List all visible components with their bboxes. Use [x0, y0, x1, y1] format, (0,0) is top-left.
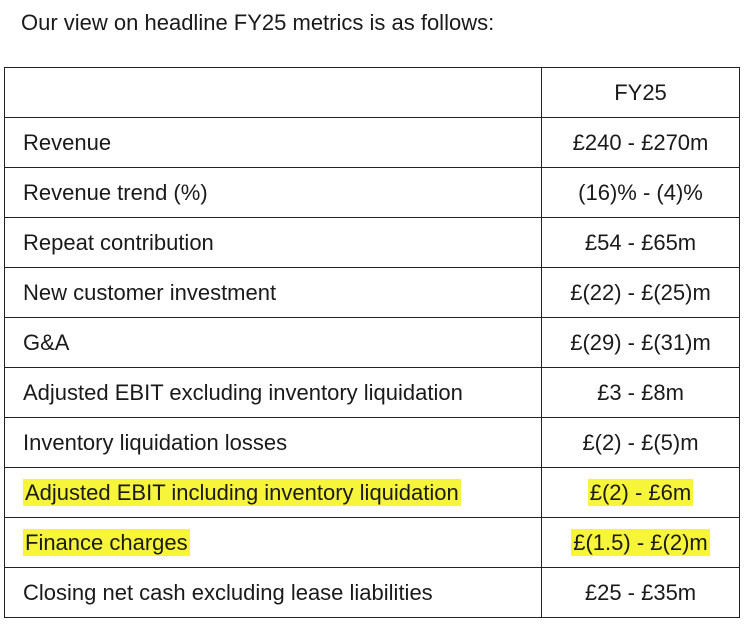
table-row: Finance charges £(1.5) - £(2)m: [4, 517, 740, 568]
metric-label-cell: Revenue trend (%): [4, 167, 542, 218]
table-row: G&A £(29) - £(31)m: [4, 317, 740, 368]
table-header-row: FY25: [4, 67, 740, 118]
metric-value: £25 - £35m: [584, 579, 697, 605]
metric-label-cell: Repeat contribution: [4, 217, 542, 268]
metric-label: New customer investment: [23, 279, 277, 305]
table-row: Adjusted EBIT excluding inventory liquid…: [4, 367, 740, 418]
metric-value: £(29) - £(31)m: [570, 329, 711, 355]
metric-value-cell: £(1.5) - £(2)m: [541, 517, 740, 568]
table-row: New customer investment £(22) - £(25)m: [4, 267, 740, 318]
metric-label: Adjusted EBIT excluding inventory liquid…: [23, 379, 463, 405]
table-row: Closing net cash excluding lease liabili…: [4, 567, 740, 618]
metrics-table-body: Revenue £240 - £270m Revenue trend (%) (16)…: [4, 117, 740, 618]
metric-value-cell: £25 - £35m: [541, 567, 740, 618]
metric-label: Revenue trend (%): [23, 179, 208, 205]
metric-value-cell: £(29) - £(31)m: [541, 317, 740, 368]
metric-value: £(2) - £6m: [587, 478, 694, 506]
metric-label: G&A: [23, 329, 70, 355]
metric-value-cell: £(2) - £6m: [541, 467, 740, 518]
table-row: Repeat contribution £54 - £65m: [4, 217, 740, 268]
metric-value-cell: £(22) - £(25)m: [541, 267, 740, 318]
metric-label: Adjusted EBIT including inventory liquid…: [23, 478, 461, 506]
metric-label: Repeat contribution: [23, 229, 214, 255]
table-row: Revenue £240 - £270m: [4, 117, 740, 168]
metric-label: Finance charges: [23, 528, 190, 556]
metric-label-cell: Adjusted EBIT including inventory liquid…: [4, 467, 542, 518]
metric-label: Inventory liquidation losses: [23, 429, 288, 455]
metric-value: £(22) - £(25)m: [570, 279, 711, 305]
metric-label: Revenue: [23, 129, 112, 155]
metric-label-cell: Finance charges: [4, 517, 542, 568]
header-fy25-cell: FY25: [541, 67, 740, 118]
metric-value: £(1.5) - £(2)m: [571, 528, 710, 556]
metric-value-cell: (16)% - (4)%: [541, 167, 740, 218]
metric-label: Closing net cash excluding lease liabili…: [23, 579, 433, 605]
table-row: Inventory liquidation losses £(2) - £(5)m: [4, 417, 740, 468]
metric-value-cell: £3 - £8m: [541, 367, 740, 418]
metric-label-cell: Adjusted EBIT excluding inventory liquid…: [4, 367, 542, 418]
table-row: Adjusted EBIT including inventory liquid…: [4, 467, 740, 518]
metric-label-cell: Closing net cash excluding lease liabili…: [4, 567, 542, 618]
metric-label-cell: Revenue: [4, 117, 542, 168]
intro-text: Our view on headline FY25 metrics is as …: [21, 10, 495, 35]
metric-label-cell: G&A: [4, 317, 542, 368]
metric-value: £54 - £65m: [584, 229, 697, 255]
metric-value-cell: £(2) - £(5)m: [541, 417, 740, 468]
metric-label-cell: Inventory liquidation losses: [4, 417, 542, 468]
metric-value-cell: £54 - £65m: [541, 217, 740, 268]
metric-value: (16)% - (4)%: [578, 179, 703, 205]
metric-value: £240 - £270m: [572, 129, 709, 155]
table-row: Revenue trend (%) (16)% - (4)%: [4, 167, 740, 218]
metrics-table: FY25 Revenue £240 - £270m Revenue trend (%…: [4, 67, 740, 618]
metric-value: £(2) - £(5)m: [582, 429, 699, 455]
metric-value: £3 - £8m: [597, 379, 684, 405]
metric-value-cell: £240 - £270m: [541, 117, 740, 168]
metric-label-cell: New customer investment: [4, 267, 542, 318]
header-label-cell: [4, 67, 542, 118]
